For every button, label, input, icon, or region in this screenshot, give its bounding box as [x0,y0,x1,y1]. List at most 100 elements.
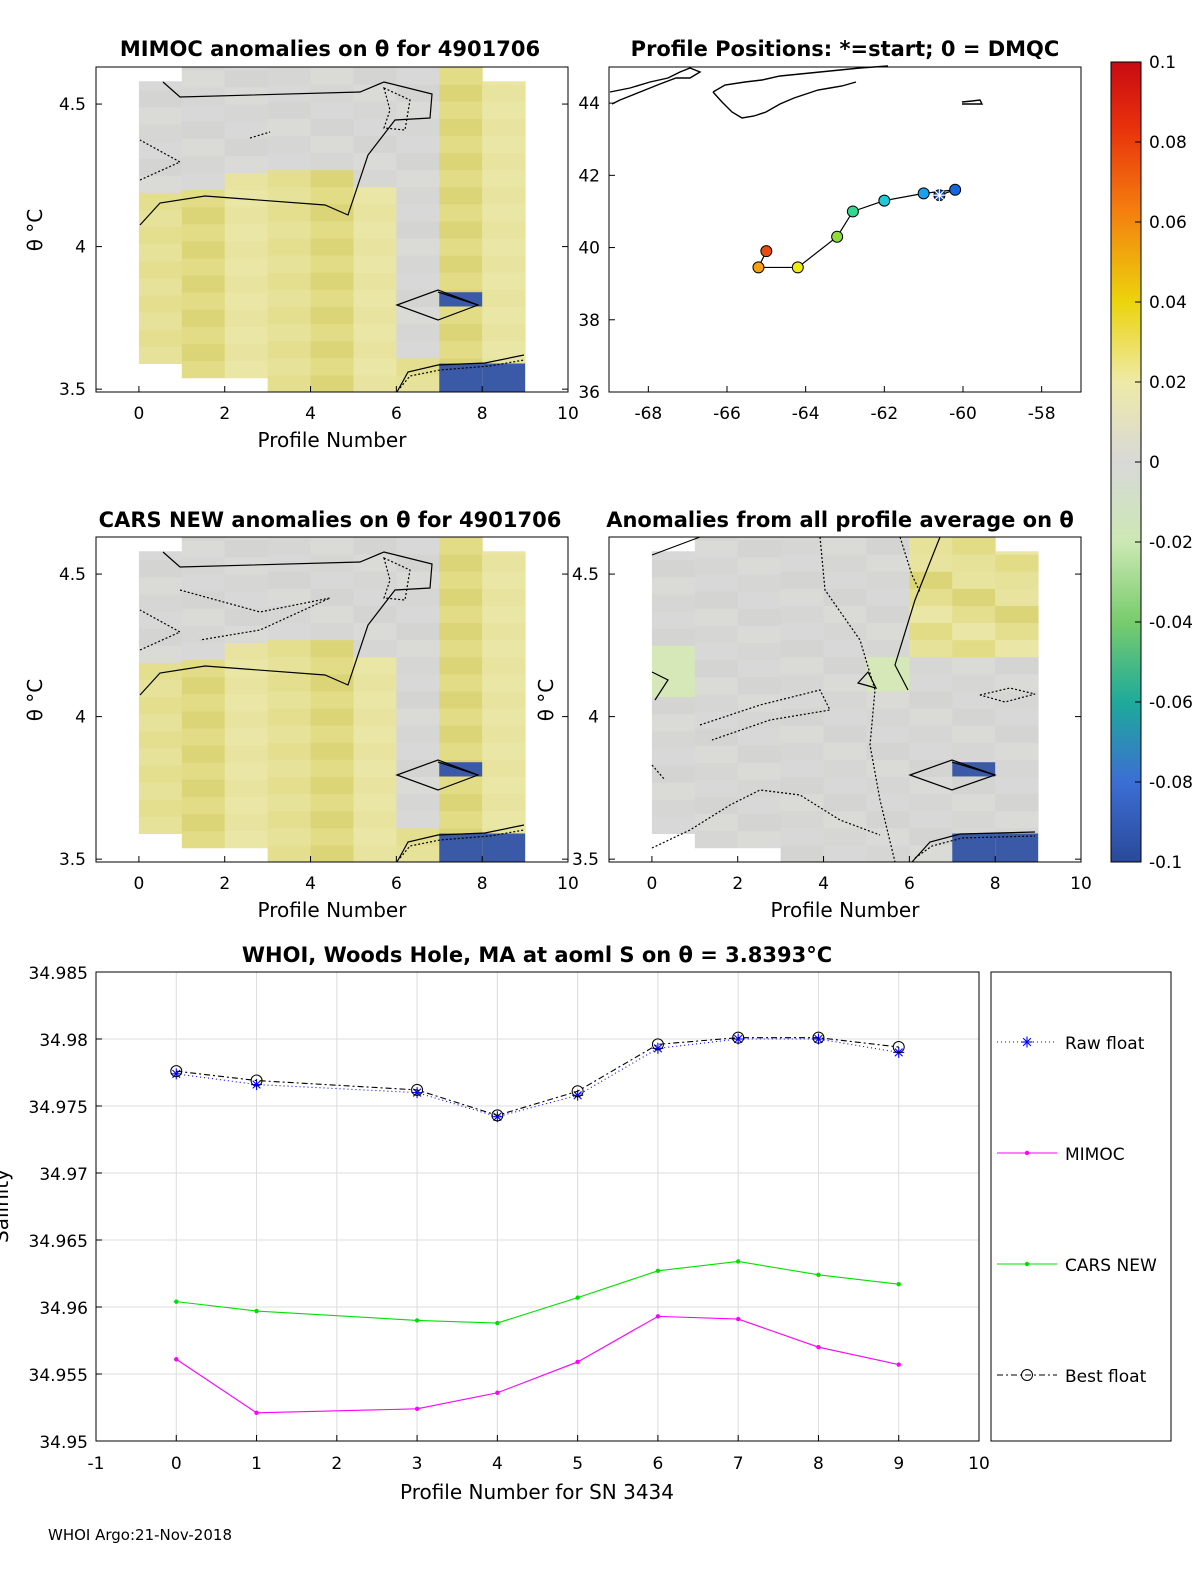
heat-cell [353,118,397,136]
x-tick-label: 2 [219,874,230,894]
heat-cell [353,67,397,85]
heat-cell [651,747,696,766]
heat-cell [780,810,825,829]
heat-cell [737,556,782,575]
series-cars-new [174,1259,901,1326]
heat-cell [651,816,696,834]
heat-cell-cold [439,833,483,862]
heat-cell [353,673,397,692]
heat-cell [866,793,910,812]
heat-cell [482,169,526,188]
heat-cell [224,292,269,310]
heat-cell [909,793,953,812]
heat-cell [396,67,440,85]
heat-cell [952,639,996,658]
heat-cell [866,639,910,658]
heat-cell [694,779,739,797]
heat-cell [181,206,226,225]
heat-cell [267,152,312,171]
heat-cell [439,588,483,606]
heat-cell [224,745,269,763]
heat-cell [909,537,953,555]
heat-cell [995,622,1039,641]
mimoc-contours [139,81,525,393]
heat-cell [224,574,269,592]
heat-cell [353,605,397,624]
star-stroke [1022,1037,1032,1047]
heat-cell [439,554,483,572]
heat-cell [823,827,867,846]
heat-cell [267,289,312,307]
y-tick-label: 4.5 [59,565,86,585]
heat-cell [353,238,397,256]
heat-cell [737,642,782,661]
salinity-ylabel: Salinity [0,1169,13,1243]
y-tick-label: 3.5 [59,850,86,870]
heat-cell [138,713,183,732]
heat-cell [181,537,226,541]
heat-cell [267,272,312,290]
heat-cell [267,135,312,154]
heat-cell [224,813,269,832]
heat-cell [396,220,440,239]
heat-cell [267,169,312,188]
heat-cell [995,759,1039,777]
heat-cell [310,135,354,154]
colorbar-tick-label: -0.02 [1149,533,1193,553]
heat-cell [439,673,483,692]
x-tick-label: 5 [572,1454,583,1474]
heat-cell [396,340,440,359]
heat-cell [224,608,269,626]
heat-cell [310,708,354,726]
heat-cell [310,793,354,812]
heat-cell [482,272,526,290]
series-point [896,1362,901,1367]
heat-cell [952,622,996,641]
position-marker [752,261,765,274]
heat-cell [181,360,226,379]
heat-cell [651,679,696,698]
x-tick-label: 6 [904,874,915,894]
heat-cell [224,830,269,849]
heat-cell [224,121,269,139]
heat-cell [823,742,867,760]
mimoc-xlabel: Profile Number [258,428,408,452]
heat-cell [866,725,910,743]
heat-cell [482,135,526,154]
heat-cell [267,537,312,555]
heat-cell [181,155,226,173]
heat-cell [138,551,183,561]
mimoc-cells [138,67,526,393]
heat-cell [353,656,397,675]
heat-cell [651,594,696,612]
heat-cell [138,158,183,176]
heat-cell [396,238,440,256]
heat-cell [439,571,483,589]
legend-label: Raw float [1065,1034,1145,1054]
heat-cell [267,84,312,102]
heat-cell [396,673,440,692]
salinity-xlabel: Profile Number for SN 3434 [400,1480,674,1504]
series-point [1024,1261,1030,1267]
heat-cell [694,762,739,780]
heat-cell [267,306,312,325]
heat-cell [866,742,910,760]
heat-cell [224,86,269,105]
heat-cell [780,622,825,641]
heat-cell [396,84,440,102]
x-tick-label: 2 [732,874,743,894]
heat-cell [138,312,183,330]
heat-cell [995,551,1039,555]
heat-cell [396,169,440,188]
colorbar-tick-label: 0.02 [1149,373,1187,393]
heat-cell [866,622,910,641]
heat-cell [181,625,226,643]
salinity-series [170,1031,905,1416]
heat-cell [138,611,183,629]
heat-cell [909,639,953,658]
heat-cell [353,776,397,795]
series-raw-float [170,1033,905,1123]
series-point [732,1031,745,1044]
y-tick-label: 44 [578,94,600,114]
heat-cell [353,708,397,726]
